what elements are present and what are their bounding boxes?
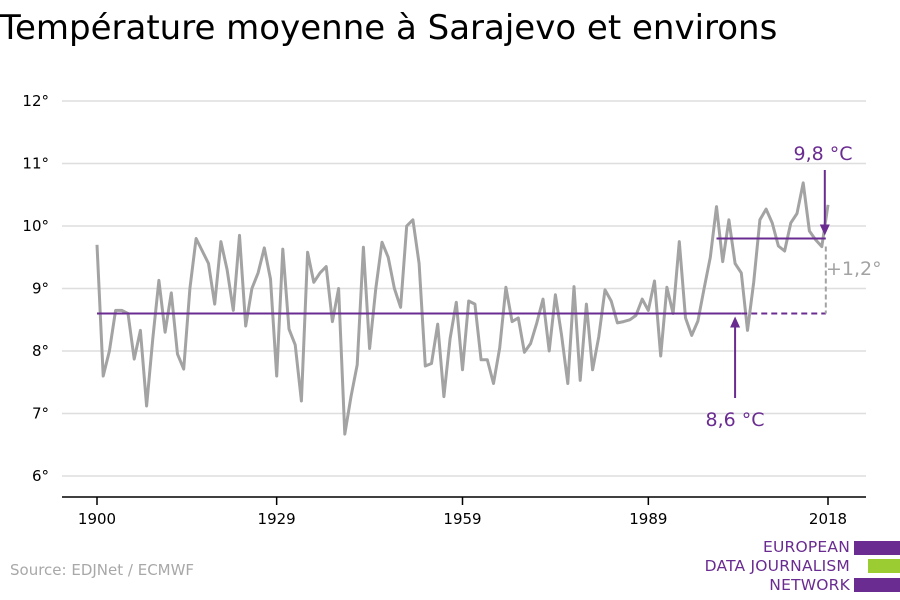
logo-bar-bottom	[854, 578, 900, 592]
y-tick-label: 9°	[32, 280, 49, 298]
y-axis-ticks: 6° 7° 8° 9° 10° 11° 12°	[22, 92, 49, 485]
logo-line-2: DATA JOURNALISM	[704, 557, 850, 575]
logo-bar-top	[854, 541, 900, 555]
y-tick-label: 10°	[22, 217, 49, 235]
source-note: Source: EDJNet / ECMWF	[10, 561, 195, 579]
temperature-chart: 6° 7° 8° 9° 10° 11° 12° 1900 1929 1959 1989 2018 8…	[22, 92, 882, 528]
temperature-line	[95, 181, 830, 436]
label-9-8: 9,8 °C	[793, 143, 852, 165]
y-tick-label: 12°	[22, 92, 49, 110]
logo-line-1: EUROPEAN	[762, 538, 850, 556]
arrow-8-6-head	[730, 316, 741, 328]
x-tick-label: 1900	[78, 510, 116, 528]
y-tick-label: 11°	[22, 155, 49, 173]
x-tick-label: 2018	[809, 510, 847, 528]
x-tick-label: 1929	[258, 510, 296, 528]
x-tick-label: 1989	[629, 510, 667, 528]
logo-line-3: NETWORK	[769, 576, 850, 594]
y-tick-label: 6°	[32, 467, 49, 485]
series-layer	[95, 181, 830, 436]
logo-bar-middle	[868, 559, 900, 573]
chart-title: Température moyenne à Sarajevo et enviro…	[0, 8, 778, 48]
label-difference: +1,2°	[826, 258, 882, 280]
x-axis: 1900 1929 1959 1989 2018	[62, 496, 866, 528]
y-tick-label: 7°	[32, 405, 49, 423]
label-8-6: 8,6 °C	[706, 409, 765, 431]
arrow-9-8-head	[819, 224, 830, 236]
y-tick-label: 8°	[32, 342, 49, 360]
edjnet-logo: EUROPEAN DATA JOURNALISM NETWORK	[700, 538, 900, 600]
annotations: 8,6 °C 9,8 °C +1,2°	[97, 143, 882, 431]
x-tick-label: 1959	[443, 510, 481, 528]
